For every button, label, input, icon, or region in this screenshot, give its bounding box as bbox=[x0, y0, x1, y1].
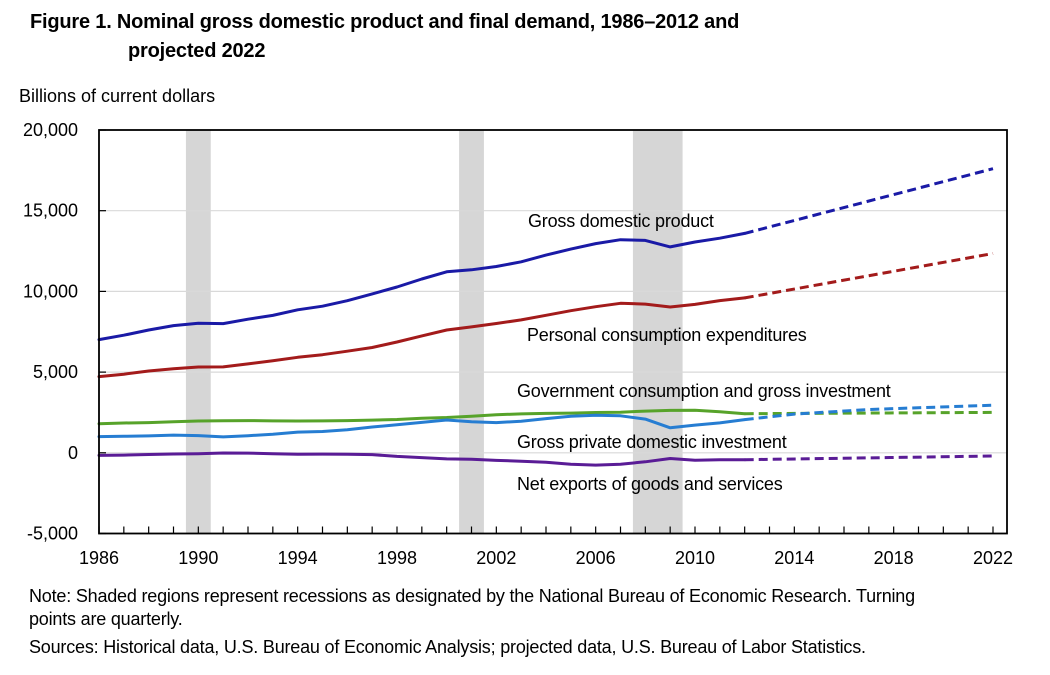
x-tick-label: 1998 bbox=[377, 548, 417, 568]
x-tick-label: 2014 bbox=[774, 548, 814, 568]
figure-title-line2: projected 2022 bbox=[128, 40, 266, 62]
series-label-investment: Gross private domestic investment bbox=[517, 432, 787, 452]
series-line-gov-projected bbox=[744, 410, 994, 416]
x-tick-label: 1986 bbox=[79, 548, 119, 568]
note-text-line2: points are quarterly. bbox=[29, 609, 183, 629]
series-label-government: Government consumption and gross investm… bbox=[517, 381, 891, 401]
x-tick-label: 2022 bbox=[973, 548, 1013, 568]
recession-band bbox=[185, 130, 211, 534]
figure-title-line1: Figure 1. Nominal gross domestic product… bbox=[30, 11, 740, 33]
series-line-net-historical bbox=[97, 451, 747, 467]
series-line-net-projected bbox=[744, 454, 994, 462]
recession-band bbox=[459, 130, 484, 534]
note-text-line1: Note: Shaded regions represent recession… bbox=[29, 586, 915, 606]
series-line-pce-historical bbox=[97, 296, 747, 379]
plot-frame bbox=[98, 129, 1008, 535]
x-tick-label: 2002 bbox=[476, 548, 516, 568]
series-label-gdp: Gross domestic product bbox=[528, 211, 714, 231]
sources-text: Sources: Historical data, U.S. Bureau of… bbox=[29, 637, 866, 657]
series-label-net-exports: Net exports of goods and services bbox=[517, 474, 783, 494]
x-tick-label: 2006 bbox=[576, 548, 616, 568]
y-tick-label: 20,000 bbox=[23, 120, 78, 140]
series-line-pce-projected bbox=[744, 252, 994, 300]
y-tick-label: 15,000 bbox=[23, 201, 78, 221]
recession-band bbox=[632, 130, 683, 534]
x-tick-label: 1990 bbox=[178, 548, 218, 568]
y-tick-label: 0 bbox=[68, 443, 78, 463]
series-line-gdp-historical bbox=[97, 231, 747, 342]
series-line-gov-historical bbox=[97, 408, 747, 426]
y-tick-label: 10,000 bbox=[23, 281, 78, 301]
series-label-pce: Personal consumption expenditures bbox=[527, 325, 807, 345]
y-tick-label: 5,000 bbox=[33, 362, 78, 382]
series-line-inv-historical bbox=[97, 413, 747, 439]
x-tick-label: 1994 bbox=[278, 548, 318, 568]
x-tick-label: 2010 bbox=[675, 548, 715, 568]
y-axis-units-label: Billions of current dollars bbox=[19, 86, 216, 106]
y-tick-label: -5,000 bbox=[27, 524, 78, 544]
x-tick-label: 2018 bbox=[874, 548, 914, 568]
series-line-inv-projected bbox=[744, 403, 994, 422]
series-line-gdp-projected bbox=[744, 167, 994, 235]
